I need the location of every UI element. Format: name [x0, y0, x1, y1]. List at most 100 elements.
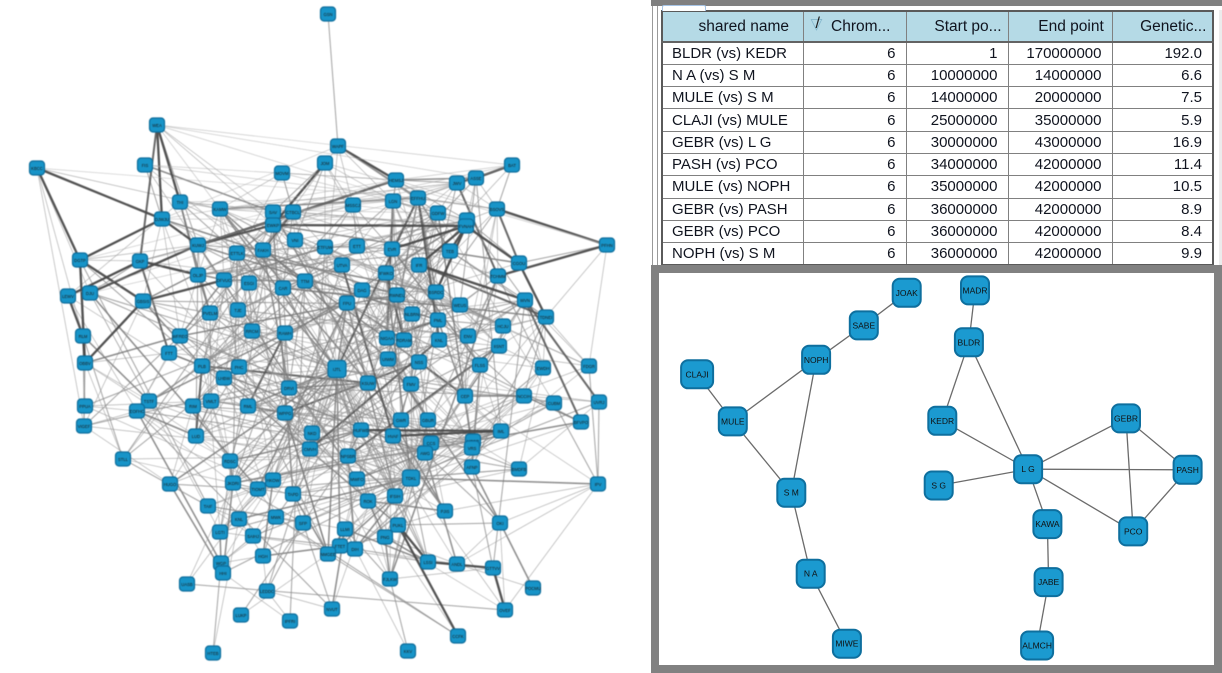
svg-text:JWV: JWV [453, 181, 462, 186]
svg-text:PJIS: PJIS [441, 509, 450, 514]
svg-text:DJU: DJU [86, 291, 94, 296]
svg-text:EVR: EVR [388, 247, 397, 252]
svg-text:JOM: JOM [321, 161, 330, 166]
svg-text:ANDL: ANDL [451, 562, 463, 567]
svg-text:SFP: SFP [299, 521, 307, 526]
svg-text:VNI: VNI [292, 238, 299, 243]
svg-text:IJTL: IJTL [333, 367, 342, 372]
svg-text:FJLKW: FJLKW [383, 577, 397, 582]
svg-text:MULE: MULE [721, 416, 745, 426]
svg-text:GBSIS: GBSIS [137, 299, 150, 304]
svg-text:UVRJ: UVRJ [594, 400, 605, 405]
svg-text:MWK: MWK [271, 515, 281, 520]
svg-text:KKV: KKV [404, 649, 413, 654]
svg-text:TIOMT: TIOMT [251, 487, 264, 492]
svg-text:NLBRN: NLBRN [405, 312, 419, 317]
svg-text:HUGO: HUGO [164, 482, 177, 487]
svg-text:DGTP: DGTP [74, 258, 86, 263]
svg-text:IFSIH: IFSIH [390, 494, 401, 499]
svg-text:NMGEE: NMGEE [320, 552, 336, 557]
svg-text:RWNEU: RWNEU [389, 293, 405, 298]
svg-text:WGP: WGP [216, 561, 226, 566]
svg-text:HGH: HGH [258, 554, 267, 559]
svg-text:GKP: GKP [136, 259, 145, 264]
svg-text:FLSS: FLSS [475, 363, 486, 368]
svg-text:NVUT: NVUT [326, 607, 338, 612]
svg-text:KAMW: KAMW [213, 207, 226, 212]
svg-text:MOVM: MOVM [275, 171, 289, 176]
svg-text:LGN: LGN [389, 199, 398, 204]
svg-text:IPV: IPV [595, 482, 602, 487]
svg-text:HEMSJ: HEMSJ [389, 178, 403, 183]
svg-text:TDNEI: TDNEI [540, 315, 553, 320]
svg-text:FVNAH: FVNAH [459, 224, 473, 229]
svg-text:UTVA: UTVA [337, 263, 348, 268]
svg-text:NSS: NSS [415, 360, 424, 365]
svg-text:HVAF: HVAF [388, 434, 399, 439]
svg-text:SAV: SAV [269, 210, 277, 215]
svg-text:WEUS: WEUS [454, 303, 467, 308]
svg-text:BAT: BAT [508, 163, 516, 168]
svg-text:FIS: FIS [142, 163, 149, 168]
svg-text:TEB: TEB [446, 249, 454, 254]
svg-text:POCMU: POCMU [525, 586, 541, 591]
svg-text:CCS: CCS [427, 441, 436, 446]
svg-text:LEDDC: LEDDC [260, 589, 274, 594]
svg-text:VMLT: VMLT [206, 399, 217, 404]
svg-text:TDKL: TDKL [406, 476, 417, 481]
svg-text:DIH: DIH [351, 547, 358, 552]
svg-text:ETT: ETT [353, 244, 361, 249]
svg-text:JOAK: JOAK [896, 288, 919, 298]
svg-text:WEA: WEA [152, 123, 162, 128]
svg-text:GEBR: GEBR [1114, 413, 1138, 423]
svg-text:HKOW: HKOW [266, 478, 279, 483]
svg-text:IFR: IFR [416, 263, 423, 268]
svg-text:MWFO: MWFO [350, 477, 364, 482]
svg-text:KAWA: KAWA [1035, 519, 1060, 529]
svg-text:PUKL: PUKL [393, 523, 405, 528]
svg-text:LHBW: LHBW [218, 376, 230, 381]
svg-text:LLMI: LLMI [340, 527, 349, 532]
svg-text:GDFW: GDFW [432, 211, 445, 216]
svg-text:TTM: TTM [301, 279, 310, 284]
svg-text:FPU: FPU [343, 301, 351, 306]
svg-text:CUBM: CUBM [548, 401, 561, 406]
svg-text:CCFK: CCFK [452, 634, 464, 639]
svg-text:UIWM: UIWM [382, 357, 394, 362]
svg-text:EWDH: EWDH [537, 366, 550, 371]
svg-text:NOPH: NOPH [804, 355, 829, 365]
svg-text:FMV: FMV [407, 382, 416, 387]
svg-text:KUWJ: KUWJ [192, 243, 204, 248]
svg-text:KBCC: KBCC [31, 166, 43, 171]
svg-text:TSTF: TSTF [144, 399, 155, 404]
svg-text:KSUW: KSUW [362, 381, 375, 386]
svg-text:HUFWB: HUFWB [353, 428, 369, 433]
svg-text:HTEB: HTEB [207, 651, 218, 656]
svg-text:TJE: TJE [234, 308, 242, 313]
svg-text:IISNT: IISNT [494, 344, 505, 349]
svg-text:RLM: RLM [79, 334, 88, 339]
svg-text:PVELM: PVELM [203, 311, 218, 316]
svg-text:KEDR: KEDR [930, 416, 954, 426]
svg-text:KNL: KNL [235, 517, 244, 522]
svg-text:WFREO: WFREO [172, 334, 188, 339]
svg-text:PHC: PHC [235, 365, 244, 370]
svg-text:S G: S G [931, 481, 946, 491]
svg-text:IML: IML [498, 429, 506, 434]
svg-text:SAIHJ: SAIHJ [247, 534, 259, 539]
svg-text:DFVUC: DFVUC [217, 278, 231, 283]
svg-text:LUKP: LUKP [236, 613, 247, 618]
svg-text:PML: PML [434, 318, 443, 323]
svg-text:HHI: HHI [219, 571, 226, 576]
svg-text:WPPG: WPPG [279, 411, 292, 416]
svg-text:BLDR: BLDR [958, 337, 981, 347]
svg-text:PFHN: PFHN [601, 243, 612, 248]
svg-text:BMDFB: BMDFB [512, 467, 527, 472]
svg-text:ESGI: ESGI [244, 281, 254, 286]
svg-text:OVEF: OVEF [499, 608, 511, 613]
svg-text:LSSI: LSSI [423, 560, 432, 565]
svg-text:AWG: AWG [420, 451, 430, 456]
svg-text:CLAJI: CLAJI [686, 369, 709, 379]
svg-text:RRCM: RRCM [246, 329, 259, 334]
svg-text:MADR: MADR [962, 285, 987, 295]
